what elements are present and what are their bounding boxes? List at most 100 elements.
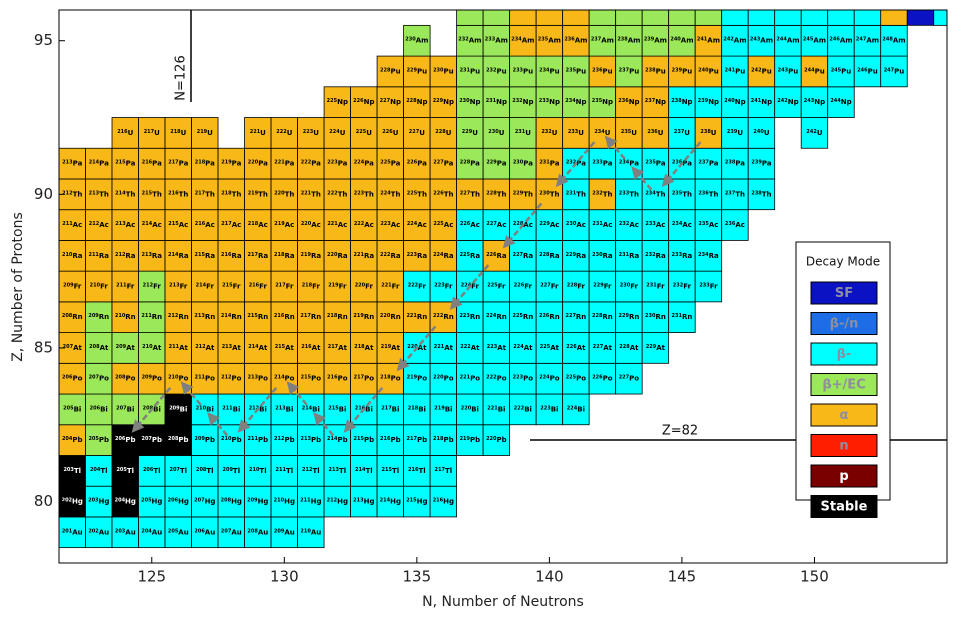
nuclide-label: 230Ac xyxy=(566,221,586,230)
mass-number: 225 xyxy=(327,98,338,104)
nuclide-label: 211Fr xyxy=(116,282,135,291)
element-symbol: Rn xyxy=(443,313,453,321)
nuclide-cell xyxy=(562,55,590,88)
mass-number: 232 xyxy=(566,159,577,165)
nuclide-label: 232Fr xyxy=(673,282,692,291)
nuclide-label: 226Np xyxy=(353,98,374,107)
nuclide-cell xyxy=(933,10,947,26)
nuclide-cell xyxy=(350,240,378,272)
nuclide-label: 224Po xyxy=(539,374,560,383)
mass-number: 218 xyxy=(327,313,338,319)
nuclide-label: 201Au xyxy=(62,528,83,537)
element-symbol: Tl xyxy=(233,467,240,475)
nuclide-cell xyxy=(694,24,723,57)
nuclide-label: 215Pa xyxy=(115,159,135,168)
mass-number: 211 xyxy=(248,436,259,442)
nuclide-cell xyxy=(323,301,351,333)
element-symbol: Pu xyxy=(709,67,719,75)
mass-number: 222 xyxy=(301,159,312,165)
mass-number: 216 xyxy=(221,251,232,257)
element-symbol: Bi xyxy=(286,405,294,413)
nuclide-cell xyxy=(880,55,908,88)
mass-number: 219 xyxy=(301,251,312,257)
annotation: N=126 xyxy=(174,55,189,100)
nuclide-label: 225Rn xyxy=(512,313,533,322)
element-symbol: Ac xyxy=(576,221,586,229)
nuclide-label: 209Fr xyxy=(63,282,82,291)
nuclide-label: 210Hg xyxy=(274,497,295,506)
nuclide-label: 205Tl xyxy=(116,466,134,475)
element-symbol: Tl xyxy=(127,467,134,475)
element-symbol: Fr xyxy=(551,283,559,291)
element-symbol: Hg xyxy=(152,498,163,506)
nuclide-label: 210Bi xyxy=(196,405,214,414)
nuclide-label: 213Th xyxy=(89,190,109,199)
nuclide-cell xyxy=(588,55,617,88)
element-symbol: Po xyxy=(72,375,82,383)
decay-arrow xyxy=(131,386,172,433)
nuclide-cell xyxy=(482,301,511,333)
nuclide-label: 220At xyxy=(407,343,427,352)
legend-label: SF xyxy=(835,286,853,301)
mass-number: 207 xyxy=(221,528,232,534)
mass-number: 214 xyxy=(380,497,391,503)
mass-number: 234 xyxy=(672,221,683,227)
mass-number: 238 xyxy=(725,159,736,165)
mass-number: 214 xyxy=(221,313,232,319)
nuclide-cell xyxy=(588,301,617,333)
mass-number: 229 xyxy=(646,343,657,349)
element-symbol: Ra xyxy=(99,252,109,260)
element-symbol: Rn xyxy=(284,313,294,321)
nuclide-cell xyxy=(244,147,272,180)
nuclide-label: 234Th xyxy=(645,190,665,199)
mass-number: 225 xyxy=(566,374,577,380)
mass-number: 237 xyxy=(698,159,709,165)
element-symbol: Pu xyxy=(470,67,480,75)
element-symbol: At xyxy=(391,344,400,352)
nuclide-label: 214Fr xyxy=(196,282,215,291)
nuclide-label: 215Bi xyxy=(328,405,346,414)
mass-number: 216 xyxy=(433,497,444,503)
nuclide-label: 203Tl xyxy=(63,466,81,475)
nuclide-label: 209Rn xyxy=(88,313,109,322)
nuclide-cell xyxy=(456,117,484,149)
mass-number: 229 xyxy=(539,221,550,227)
mass-number: 206 xyxy=(194,528,205,534)
nuclide-label: 212Po xyxy=(221,374,242,383)
element-symbol: Rn xyxy=(337,313,347,321)
nuclide-label: 221Po xyxy=(460,374,481,383)
nuclide-label: 227Th xyxy=(460,190,480,199)
nuclide-label: 221Fr xyxy=(381,282,400,291)
nuclide-cell xyxy=(747,147,776,180)
nuclide-label: 239Pu xyxy=(672,67,693,76)
mass-number: 215 xyxy=(275,343,286,349)
element-symbol: Tl xyxy=(74,467,81,475)
element-symbol: Ra xyxy=(629,252,639,260)
element-symbol: Am xyxy=(495,37,508,45)
element-symbol: Ac xyxy=(364,221,374,229)
element-symbol: Bi xyxy=(206,405,214,413)
nuclide-label: 211Hg xyxy=(300,497,321,506)
mass-number: 215 xyxy=(382,466,393,472)
mass-number: 210 xyxy=(300,528,311,534)
mass-number: 220 xyxy=(380,313,391,319)
nuclide-cell xyxy=(588,209,617,241)
element-symbol: Th xyxy=(152,190,162,198)
mass-number: 228 xyxy=(406,98,417,104)
element-symbol: Pa xyxy=(99,160,109,168)
nuclide-label: 225Np xyxy=(327,98,348,107)
nuclide-label: 217Ra xyxy=(248,251,269,260)
nuclide-cell xyxy=(535,301,564,333)
mass-number: 207 xyxy=(116,405,127,411)
mass-number: 206 xyxy=(62,374,73,380)
element-symbol: Rn xyxy=(125,313,135,321)
element-symbol: Th xyxy=(126,190,136,198)
nuclide-label: 215Th xyxy=(142,190,162,199)
nuclide-label: 231Pu xyxy=(460,67,481,76)
nuclide-label: 215Hg xyxy=(406,497,427,506)
mass-number: 223 xyxy=(434,282,445,288)
element-symbol: Pb xyxy=(417,436,427,444)
element-symbol: Pb xyxy=(337,436,347,444)
element-symbol: Pb xyxy=(99,436,109,444)
nuclide-cell xyxy=(323,86,351,118)
